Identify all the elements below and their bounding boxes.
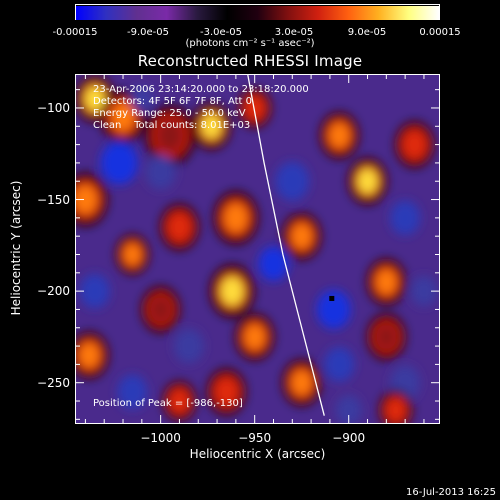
heatmap-blob [244,324,265,350]
heatmap [76,75,439,423]
x-tick-label: −1000 [140,431,181,445]
x-axis-label: Heliocentric X (arcsec) [189,447,326,461]
plot-area [75,74,440,424]
heatmap-blob [169,214,190,240]
heatmap-blob [410,275,438,307]
heatmap-blob [79,342,100,368]
heatmap-blob [150,296,171,322]
heatmap-blob [123,243,141,266]
colorbar-units: (photons cm⁻² s⁻¹ asec⁻²) [185,38,315,49]
y-tick-label: −200 [37,284,70,299]
heatmap-blob [357,168,378,194]
heatmap-blob [220,276,244,306]
y-tick-label: −100 [37,100,70,115]
heatmap-blob [130,85,154,112]
heatmap-blob [316,289,351,329]
info-time-range: 23-Apr-2006 23:14:20.000 to 23:18:20.000 [93,84,309,95]
info-energy-range: Energy Range: 25.0 - 50.0 keV [93,108,246,119]
heatmap-blob [246,97,264,119]
peak-marker [329,295,335,301]
heatmap-blob [201,113,222,139]
heatmap-blob [258,246,289,281]
heatmap-blob [157,119,183,152]
y-tick-label: −250 [37,375,70,390]
colorbar-tick: -9.0e-05 [127,27,169,38]
generation-date: 16-Jul-2013 16:25 [405,487,496,498]
solar-limb-line [247,75,325,416]
heatmap-blob [79,273,110,309]
heatmap-blob [111,102,135,132]
heatmap-blob [170,390,188,412]
peak-position-label: Position of Peak = [-986,-130] [93,398,243,409]
heatmap-blob [145,154,176,190]
heatmap-blob [100,141,139,185]
heatmap-blob [387,399,405,421]
info-clean-counts: Clean Total counts: 8.01E+03 [93,120,251,131]
y-axis-label: Heliocentric Y (arcsec) [9,180,23,316]
y-tick-label: −150 [37,192,70,207]
x-tick-label: −900 [332,431,366,445]
colorbar-tick: 9.0e-05 [347,27,387,38]
colorbar-gradient [76,6,439,20]
colorbar-tick: -0.00015 [52,27,98,38]
heatmap-blob [224,203,248,233]
heatmap-blob [335,395,362,423]
colorbar-tick: 3.0e-05 [274,27,314,38]
heatmap-blob [329,122,350,148]
info-detectors: Detectors: 4F 5F 6F 7F 8F, Att 0 [93,96,253,107]
colorbar-tick: -3.0e-05 [200,27,242,38]
heatmap-blob [376,269,397,295]
heatmap-blob [291,370,312,396]
heatmap-blob [324,347,355,382]
heatmap-blob [76,185,97,214]
chart-title: Reconstructed RHESSI Image [137,52,363,70]
heatmap-blob [216,379,237,405]
heatmap-blob [84,86,105,112]
heatmap-blob [275,161,310,201]
x-tick-label: −950 [238,431,272,445]
heatmap-blob [291,223,312,249]
colorbar-tick: 0.00015 [419,27,461,38]
heatmap-blob [390,200,421,236]
heatmap-blob [404,132,425,158]
heatmap-blob [376,324,397,350]
heatmap-blob [173,328,204,364]
heatmap-blob [117,374,148,410]
colorbar [75,4,440,20]
